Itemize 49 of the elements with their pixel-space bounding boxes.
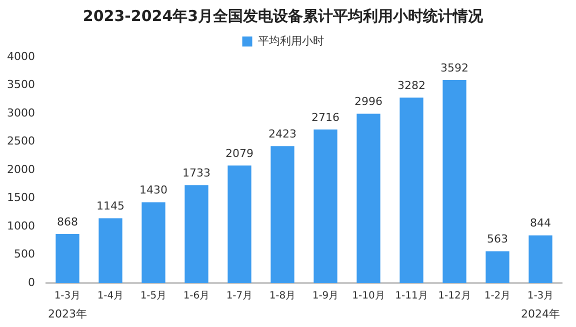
x-tick-label: 1-10月 (352, 290, 385, 302)
y-tick-label: 2000 (6, 162, 35, 176)
x-tick-label: 1-12月 (438, 290, 471, 302)
x-tick-label: 1-8月 (269, 290, 296, 302)
y-tick-label: 1000 (6, 219, 35, 232)
y-tick-label: 4000 (6, 50, 35, 63)
x-tick-label: 1-2月 (484, 290, 511, 302)
bar (56, 234, 80, 283)
bar (400, 98, 424, 283)
bar (228, 166, 252, 283)
data-label: 2423 (268, 127, 296, 140)
y-tick-label: 3500 (6, 78, 35, 92)
y-tick-label: 2500 (6, 134, 35, 148)
bar (184, 185, 208, 283)
y-tick-label: 500 (14, 248, 35, 261)
data-label: 3592 (440, 61, 468, 74)
data-label: 844 (530, 216, 551, 230)
data-label: 1430 (139, 184, 168, 197)
x-tick-label: 1-9月 (312, 290, 339, 302)
y-tick-label: 1500 (6, 191, 35, 204)
text: 2024年 (521, 307, 560, 320)
bar (314, 130, 338, 283)
data-label: 2996 (354, 95, 382, 108)
bar (98, 218, 122, 283)
x-tick-label: 1-5月 (140, 290, 167, 302)
data-label: 1145 (96, 200, 124, 213)
x-tick-label: 1-7月 (226, 290, 253, 302)
data-label: 868 (56, 215, 78, 228)
x-tick-label: 1-4月 (97, 290, 124, 302)
bar (142, 202, 166, 283)
bar (528, 235, 552, 283)
data-label: 2079 (225, 146, 254, 160)
y-tick-label: 3000 (6, 106, 35, 120)
x-tick-label: 1-11月 (395, 290, 428, 302)
x-tick-label: 1-6月 (183, 290, 210, 302)
bar (486, 251, 510, 283)
text: 2023年 (48, 307, 87, 320)
bar (270, 146, 294, 283)
data-label: 3282 (398, 78, 426, 92)
x-tick-label: 1-3月 (54, 290, 81, 302)
data-label: 1733 (182, 166, 210, 180)
legend-label: 平均利用小时 (258, 34, 324, 48)
x-tick-label: 1-3月 (527, 290, 554, 302)
data-label: 563 (487, 232, 508, 246)
data-label: 2716 (311, 110, 340, 124)
bar (442, 80, 466, 283)
y-tick-label: 0 (28, 276, 35, 289)
chart-title: 2023-2024年3月全国发电设备累计平均利用小时统计情况 (82, 6, 484, 25)
bar (356, 114, 380, 283)
